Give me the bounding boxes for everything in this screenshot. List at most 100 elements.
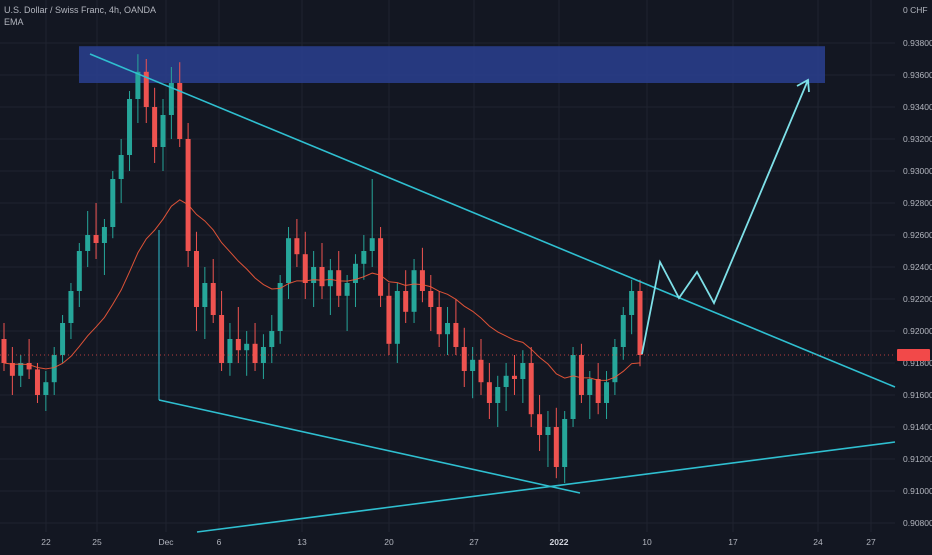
price-tick-label: 0.93800	[903, 38, 932, 48]
indicator-label: EMA	[4, 17, 24, 27]
candle-body	[110, 179, 116, 227]
candle-body	[294, 238, 300, 255]
candle-body	[553, 427, 559, 467]
time-tick-label: 13	[297, 537, 307, 547]
candle-body	[336, 270, 342, 296]
candle-body	[394, 291, 400, 344]
candle-body	[629, 291, 635, 315]
candle-body	[587, 379, 593, 395]
trendline-rising-support	[196, 441, 896, 533]
candle-body	[503, 375, 509, 387]
symbol-title: U.S. Dollar / Swiss Franc, 4h, OANDA	[4, 5, 157, 15]
candle-body	[34, 369, 40, 395]
candle-body	[386, 295, 392, 344]
candle-body	[143, 71, 149, 107]
price-tick-label: 0.92400	[903, 262, 932, 272]
candle-body	[461, 347, 467, 371]
time-tick-label: 6	[217, 537, 222, 547]
candle-body	[76, 251, 82, 291]
price-tick-label: 0.92200	[903, 294, 932, 304]
candle-body	[311, 267, 317, 283]
candle-body	[570, 355, 576, 419]
projection-arrowhead	[796, 78, 810, 93]
candle-body	[202, 283, 208, 307]
price-tick-label: 0.93000	[903, 166, 932, 176]
candle-body	[127, 99, 133, 155]
candle-body	[168, 83, 174, 115]
candle-body	[185, 139, 191, 251]
price-tick-label: 0.91000	[903, 486, 932, 496]
candle-body	[436, 307, 442, 335]
candle-body	[210, 283, 216, 315]
candle-body	[319, 267, 325, 287]
time-tick-label: 25	[92, 537, 102, 547]
candle-body	[344, 283, 350, 296]
time-tick-label: 2022	[550, 537, 569, 547]
candle-body	[578, 355, 584, 395]
trendline-lower-channel	[158, 399, 581, 494]
candle-body	[369, 238, 375, 251]
time-tick-label: 10	[642, 537, 652, 547]
candle-body	[9, 363, 15, 376]
candle-body	[260, 347, 266, 363]
time-tick-label: Dec	[158, 537, 174, 547]
candle-body	[595, 379, 601, 403]
time-tick-label: 17	[728, 537, 738, 547]
price-tick-label: 0.93200	[903, 134, 932, 144]
time-tick-label: 24	[813, 537, 823, 547]
resistance-zone	[79, 46, 825, 83]
candle-body	[177, 83, 183, 139]
candle-body	[277, 283, 283, 331]
candle-body	[26, 363, 32, 370]
candle-body	[302, 254, 308, 283]
candle-body	[18, 363, 24, 376]
candle-body	[528, 363, 534, 415]
candle-body	[286, 238, 292, 283]
candle-body	[453, 323, 459, 347]
candle-body	[85, 235, 91, 251]
candle-body	[486, 382, 492, 403]
candle-body	[244, 343, 250, 351]
candle-body	[152, 107, 158, 147]
projection-path	[641, 79, 809, 355]
candle-body	[419, 270, 425, 291]
candle-body	[252, 343, 258, 363]
candle-body	[1, 339, 7, 363]
candle-body	[511, 375, 517, 379]
candle-body	[93, 235, 99, 243]
candle-body	[470, 359, 476, 371]
currency-label: 0 CHF	[903, 5, 928, 15]
price-tick-label: 0.92600	[903, 230, 932, 240]
candle-body	[478, 359, 484, 383]
price-tick-label: 0.91600	[903, 390, 932, 400]
price-tick-label: 0.93400	[903, 102, 932, 112]
time-tick-label: 27	[866, 537, 876, 547]
candle-body	[361, 251, 367, 264]
candle-body	[219, 315, 225, 363]
candle-body	[227, 339, 233, 363]
candle-body	[612, 347, 618, 383]
price-tick-label: 0.91200	[903, 454, 932, 464]
candle-body	[562, 419, 568, 467]
time-tick-label: 27	[469, 537, 479, 547]
candle-body	[193, 251, 199, 307]
candle-body	[545, 427, 551, 435]
candle-body	[135, 71, 141, 99]
candle-body	[637, 291, 643, 355]
candle-body	[51, 355, 57, 383]
candle-body	[160, 115, 166, 147]
price-tick-label: 0.93600	[903, 70, 932, 80]
price-tick-label: 0.90800	[903, 518, 932, 528]
candle-body	[43, 382, 49, 395]
time-tick-label: 20	[384, 537, 394, 547]
candle-body	[495, 387, 501, 403]
candle-body	[411, 270, 417, 312]
last-price-tag	[897, 349, 930, 361]
price-tick-label: 0.92000	[903, 326, 932, 336]
candle-body	[352, 263, 358, 283]
candle-body	[520, 363, 526, 379]
trendline-upper-resistance	[89, 53, 896, 388]
candle-body	[445, 323, 451, 335]
